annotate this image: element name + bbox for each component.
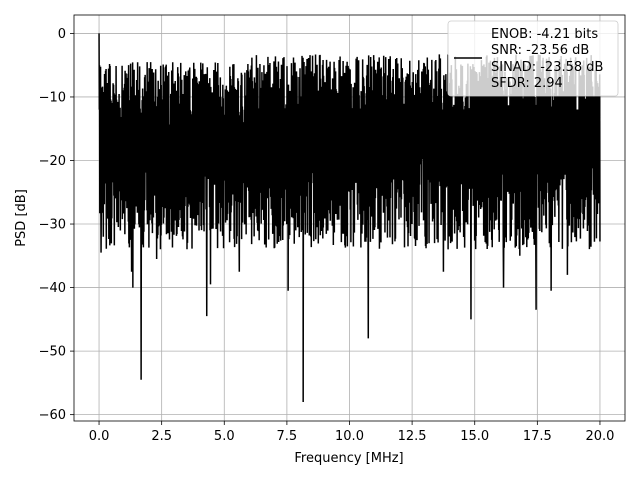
x-tick-label: 20.0 (585, 429, 614, 444)
y-axis-ticks: 0 −10 −20 −30 −40 −50 −60 (39, 27, 74, 423)
legend: ENOB: -4.21 bits SNR: -23.56 dB SINAD: -… (447, 20, 619, 97)
y-axis-label: PSD [dB] (14, 189, 29, 247)
x-tick-label: 0.0 (89, 429, 110, 444)
x-axis-ticks: 0.0 2.5 5.0 7.5 10.0 12.5 15.0 17.5 20.0 (89, 421, 614, 444)
y-tick-label: −30 (39, 218, 66, 233)
x-tick-label: 7.5 (277, 429, 298, 444)
x-tick-label: 17.5 (523, 429, 552, 444)
x-tick-label: 10.0 (335, 429, 364, 444)
legend-entry-sfdr: SFDR: 2.94 (491, 76, 563, 91)
y-tick-label: −50 (39, 345, 66, 360)
legend-entry-snr: SNR: -23.56 dB (491, 43, 589, 58)
x-tick-label: 5.0 (214, 429, 235, 444)
series-layer (98, 33, 601, 402)
y-tick-label: −60 (39, 408, 66, 423)
y-tick-label: −40 (39, 281, 66, 296)
x-tick-label: 2.5 (151, 429, 172, 444)
psd-series-line (98, 33, 601, 402)
legend-entry-sinad: SINAD: -23.58 dB (491, 60, 603, 75)
x-tick-label: 12.5 (398, 429, 427, 444)
y-tick-label: −10 (39, 90, 66, 105)
y-tick-label: −20 (39, 154, 66, 169)
x-axis-label: Frequency [MHz] (294, 451, 403, 466)
x-tick-label: 15.0 (460, 429, 489, 444)
legend-box (447, 20, 619, 97)
legend-entry-enob: ENOB: -4.21 bits (491, 27, 598, 42)
y-tick-label: 0 (58, 27, 66, 42)
